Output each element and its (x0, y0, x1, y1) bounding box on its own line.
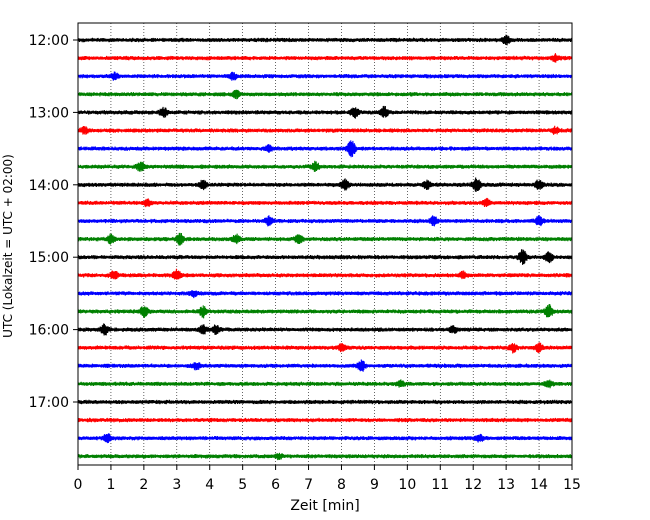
trace-1600 (77, 323, 573, 336)
vertical-grid (110, 23, 540, 465)
x-tick-label: 15 (563, 477, 581, 493)
x-tick-label: 14 (530, 477, 548, 493)
trace-1530 (77, 289, 573, 299)
trace-1645 (77, 379, 573, 389)
trace-1700 (77, 399, 573, 405)
x-tick-label: 2 (139, 477, 148, 493)
y-tick-label: 15:00 (29, 250, 69, 266)
y-axis-label: UTC (Lokalzeit = UTC + 02:00) (1, 154, 15, 338)
x-tick-label: 3 (172, 477, 181, 493)
trace-1400 (77, 177, 573, 193)
x-tick-label: 7 (304, 477, 313, 493)
plot-frame (77, 22, 573, 466)
trace-1330 (77, 140, 573, 158)
trace-1200 (77, 34, 573, 46)
trace-1215 (77, 53, 573, 63)
trace-1445 (77, 232, 573, 246)
x-tick-label: 9 (370, 477, 379, 493)
x-tick-label: 13 (497, 477, 515, 493)
trace-1545 (77, 303, 573, 319)
x-tick-label: 0 (74, 477, 83, 493)
y-tick-label: 16:00 (29, 323, 69, 339)
trace-1615 (77, 342, 573, 354)
y-tick-label: 12:00 (29, 33, 69, 49)
trace-1415 (77, 197, 573, 208)
trace-1345 (77, 160, 573, 172)
x-tick-label: 6 (271, 477, 280, 493)
trace-1515 (77, 268, 573, 280)
x-tick-label: 12 (464, 477, 482, 493)
trace-1315 (77, 125, 573, 135)
x-tick-label: 4 (205, 477, 214, 493)
x-tick-label: 11 (431, 477, 449, 493)
x-tick-label: 5 (238, 477, 247, 493)
y-tick-label: 17:00 (29, 395, 69, 411)
trace-1730 (77, 433, 573, 444)
y-axis-ticks: 12:00 13:00 14:00 15:00 16:00 17:00 (29, 33, 78, 411)
trace-1745 (77, 452, 573, 461)
x-tick-label: 1 (106, 477, 115, 493)
seismic-traces (77, 34, 573, 461)
x-tick-label: 10 (398, 477, 416, 493)
x-axis-ticks: 0 1 2 3 4 5 6 7 8 9 10 11 12 13 14 15 (74, 465, 581, 493)
x-tick-label: 8 (337, 477, 346, 493)
trace-1430 (77, 215, 573, 227)
trace-1715 (77, 417, 573, 423)
trace-1300 (77, 105, 573, 119)
trace-1245 (77, 89, 573, 100)
trace-1630 (77, 359, 573, 372)
y-tick-label: 13:00 (29, 105, 69, 121)
trace-1500 (77, 249, 573, 265)
y-tick-label: 14:00 (29, 178, 69, 194)
x-axis-label: Zeit [min] (290, 498, 359, 514)
trace-1230 (77, 71, 573, 81)
